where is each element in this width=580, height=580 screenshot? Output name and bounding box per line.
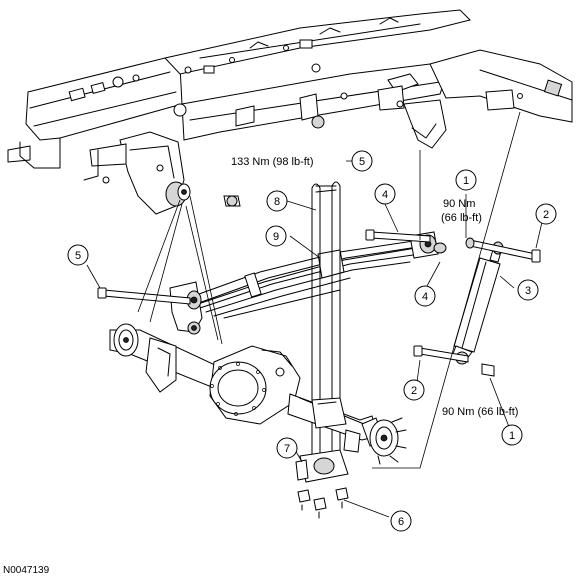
svg-text:3: 3 bbox=[525, 285, 531, 297]
callout-7: 7 bbox=[276, 437, 298, 459]
callout-2-top: 2 bbox=[535, 203, 557, 225]
svg-text:4: 4 bbox=[382, 189, 388, 201]
svg-text:2: 2 bbox=[411, 385, 417, 397]
callout-5-top: 5 bbox=[351, 150, 373, 172]
svg-text:9: 9 bbox=[273, 231, 279, 243]
callout-6: 6 bbox=[390, 510, 412, 532]
shock-upper-bolt bbox=[465, 237, 541, 263]
leader-lines bbox=[86, 111, 543, 518]
rear-spring-bolt bbox=[365, 229, 447, 254]
leaf-spring bbox=[169, 231, 439, 335]
svg-text:8: 8 bbox=[274, 196, 280, 208]
callout-5-left: 5 bbox=[67, 244, 89, 266]
torque-spec-item-5: 133 Nm (98 lb-ft) bbox=[231, 156, 314, 168]
u-bolts bbox=[311, 181, 341, 469]
nut-item-5 bbox=[223, 195, 241, 207]
callout-1-bottom: 1 bbox=[501, 424, 523, 446]
callout-1-top: 1 bbox=[455, 169, 477, 191]
shock-lower-bolt bbox=[413, 345, 495, 377]
callout-8: 8 bbox=[266, 190, 288, 212]
svg-text:1: 1 bbox=[509, 430, 515, 442]
callout-2-bottom: 2 bbox=[403, 379, 425, 401]
torque-spec-item-1-upper-nm: 90 Nm bbox=[443, 198, 475, 210]
callout-4-bottom: 4 bbox=[414, 285, 436, 307]
spring-plate bbox=[295, 449, 349, 483]
u-bolt-nuts bbox=[297, 487, 349, 519]
svg-text:1: 1 bbox=[463, 175, 469, 187]
torque-spec-item-1-upper-lbft: (66 lb-ft) bbox=[441, 212, 482, 224]
svg-text:7: 7 bbox=[284, 443, 290, 455]
figure-id: N0047139 bbox=[3, 565, 50, 576]
callout-3: 3 bbox=[517, 279, 539, 301]
svg-text:4: 4 bbox=[422, 291, 428, 303]
callout-9: 9 bbox=[265, 225, 287, 247]
axle bbox=[109, 323, 407, 465]
svg-text:5: 5 bbox=[359, 156, 365, 168]
callout-4-top: 4 bbox=[374, 183, 396, 205]
frame bbox=[7, 9, 573, 215]
svg-text:6: 6 bbox=[398, 516, 404, 528]
front-spring-bolt bbox=[97, 287, 191, 305]
shock-absorber bbox=[451, 241, 504, 365]
svg-text:2: 2 bbox=[543, 209, 549, 221]
torque-spec-item-1-lower: 90 Nm (66 lb-ft) bbox=[442, 406, 518, 418]
svg-text:5: 5 bbox=[75, 250, 81, 262]
